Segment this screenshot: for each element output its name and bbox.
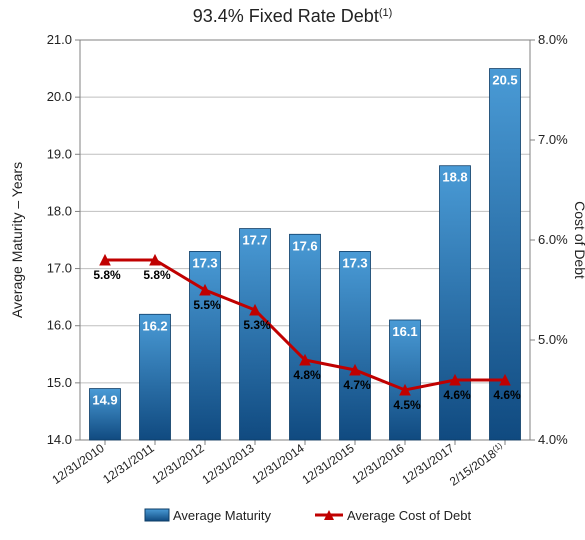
svg-text:14.0: 14.0 — [47, 432, 72, 447]
svg-text:16.0: 16.0 — [47, 318, 72, 333]
line-value-label: 5.8% — [143, 268, 171, 282]
y-right-title: Cost of Debt — [572, 201, 585, 279]
svg-text:17.0: 17.0 — [47, 261, 72, 276]
bar-value-label: 20.5 — [492, 73, 517, 88]
svg-text:20.0: 20.0 — [47, 89, 72, 104]
line-value-label: 5.8% — [93, 268, 121, 282]
bar-value-label: 17.3 — [342, 255, 367, 270]
bar-value-label: 18.8 — [442, 170, 467, 185]
svg-text:93.4% Fixed Rate Debt(1): 93.4% Fixed Rate Debt(1) — [193, 6, 393, 26]
bar-value-label: 14.9 — [92, 393, 117, 408]
bar — [190, 251, 221, 440]
line-value-label: 4.8% — [293, 368, 321, 382]
fixed-rate-debt-chart: 93.4% Fixed Rate Debt(1) 14.0 15.0 16.0 17.0… — [0, 0, 585, 540]
legend-swatch-bar — [145, 509, 169, 521]
bar-value-label: 16.1 — [392, 324, 417, 339]
bar — [290, 234, 321, 440]
svg-text:7.0%: 7.0% — [538, 132, 568, 147]
svg-text:4.0%: 4.0% — [538, 432, 568, 447]
svg-text:8.0%: 8.0% — [538, 32, 568, 47]
bar — [240, 229, 271, 440]
svg-text:21.0: 21.0 — [47, 32, 72, 47]
bar-value-label: 17.6 — [292, 238, 317, 253]
line-value-label: 4.5% — [393, 398, 421, 412]
bar-value-label: 17.7 — [242, 233, 267, 248]
svg-text:6.0%: 6.0% — [538, 232, 568, 247]
line-value-label: 5.3% — [243, 318, 271, 332]
legend-label-line: Average Cost of Debt — [347, 508, 471, 523]
line-value-label: 4.7% — [343, 378, 371, 392]
svg-text:18.0: 18.0 — [47, 203, 72, 218]
line-value-label: 4.6% — [443, 388, 471, 402]
svg-text:5.0%: 5.0% — [538, 332, 568, 347]
bar-value-label: 16.2 — [142, 318, 167, 333]
svg-text:19.0: 19.0 — [47, 146, 72, 161]
bar — [340, 251, 371, 440]
line-value-label: 5.5% — [193, 298, 221, 312]
bar-value-label: 17.3 — [192, 255, 217, 270]
svg-text:15.0: 15.0 — [47, 375, 72, 390]
legend-label-bar: Average Maturity — [173, 508, 272, 523]
y-left-title: Average Maturity – Years — [9, 162, 25, 318]
line-value-label: 4.6% — [493, 388, 521, 402]
chart-title: 93.4% Fixed Rate Debt(1) — [193, 6, 393, 26]
